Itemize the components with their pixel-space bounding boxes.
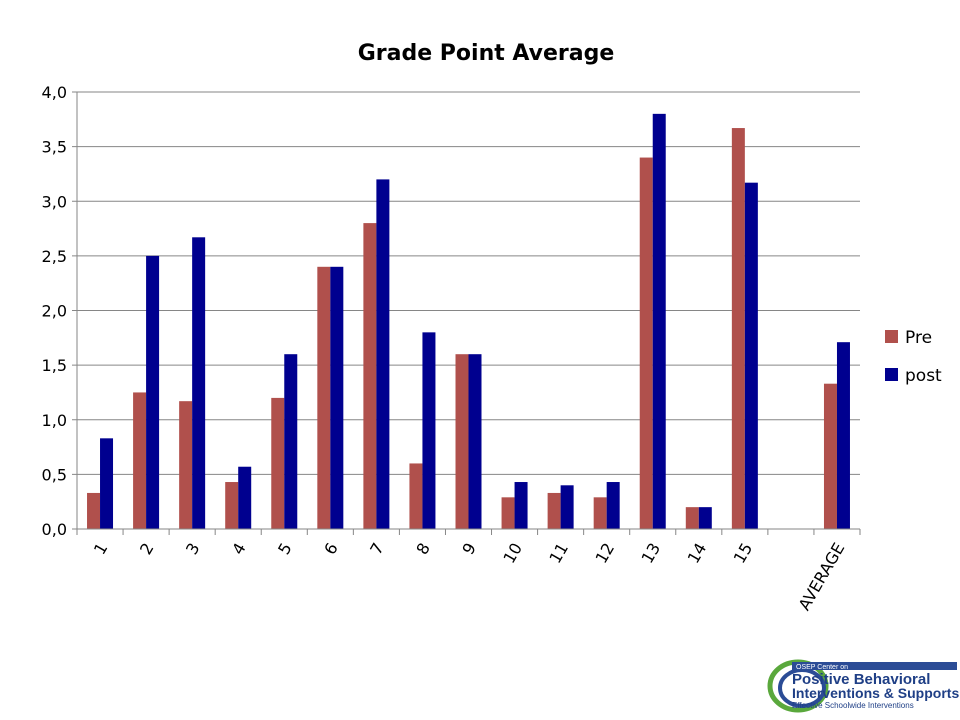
bar-pre-6 [317,266,331,529]
x-tick-label: 12 [592,540,619,567]
y-tick-label: 3,5 [42,138,67,157]
bar-post-6 [330,266,344,529]
x-tick-label: 13 [638,540,665,567]
bars [87,113,850,530]
bar-post-3 [192,237,206,530]
bar-post-4 [238,466,252,529]
y-tick-label: 1,5 [42,356,67,375]
bar-post-8 [422,332,436,529]
logo-bar [792,662,957,670]
x-tick-label: 4 [228,540,250,558]
bar-pre-7 [363,223,377,529]
logo-line-1: OSEP Center on [796,664,848,671]
y-tick-label: 0,0 [42,520,67,539]
x-axis-ticks: 1 2 3 4 5 6 7 8 9 10 11 12 13 14 15 AVERAGE [76,529,861,614]
bar-post-average [836,342,850,529]
y-axis-ticks: 0,0 0,5 1,0 1,5 2,0 2,5 3,0 3,5 4,0 [42,83,77,539]
logo-line-3: Interventions & Supports [792,685,959,701]
x-tick-label: 15 [730,540,757,567]
x-tick-label: 14 [684,540,711,567]
bar-post-13 [652,113,666,529]
legend: Pre post [885,328,942,386]
bar-pre-average [823,383,837,529]
bar-pre-9 [455,354,469,529]
bar-pre-14 [685,507,699,529]
bar-pre-11 [547,492,561,529]
bar-pre-12 [593,497,607,529]
chart-title: Grade Point Average [358,41,615,66]
logo-line-2: Positive Behavioral [792,671,930,688]
bar-pre-13 [639,157,653,530]
x-tick-label: 3 [182,540,204,558]
legend-swatch-pre [885,330,898,343]
x-tick-label: 1 [90,540,112,558]
bar-pre-10 [501,497,515,529]
x-tick-label: 5 [274,540,296,558]
x-tick-label: 7 [366,540,388,558]
x-tick-label: 8 [412,540,434,558]
bar-pre-8 [409,463,423,529]
x-tick-label: 2 [136,540,158,558]
bar-post-1 [100,438,114,529]
bar-pre-5 [271,397,285,529]
x-tick-label: AVERAGE [795,540,849,614]
y-tick-label: 2,5 [42,247,67,266]
x-tick-label: 9 [458,540,480,558]
y-tick-label: 3,0 [42,192,67,211]
bar-post-11 [560,485,574,529]
x-tick-label: 11 [545,540,572,567]
bar-pre-3 [179,401,193,529]
bar-post-15 [744,182,758,530]
bar-post-10 [514,482,528,529]
legend-label-post: post [905,366,942,386]
y-tick-label: 2,0 [42,302,67,321]
legend-label-pre: Pre [905,328,932,348]
bar-post-12 [606,482,620,529]
y-tick-label: 0,5 [42,465,67,484]
legend-swatch-post [885,368,898,381]
bar-post-14 [698,507,712,529]
pbis-logo: OSEP Center on Positive Behavioral Inter… [767,659,959,713]
bar-pre-4 [225,482,239,529]
y-tick-label: 4,0 [42,83,67,102]
bar-post-9 [468,354,482,529]
x-tick-label: 6 [320,540,342,558]
bar-post-2 [146,255,160,529]
bar-pre-2 [133,392,147,529]
bar-post-5 [284,354,298,529]
y-tick-label: 1,0 [42,411,67,430]
logo-line-4: Effective Schoolwide Interventions [792,701,914,710]
bar-pre-15 [731,128,745,530]
x-tick-label: 10 [499,540,526,567]
bar-post-7 [376,179,390,529]
bar-pre-1 [87,492,101,529]
